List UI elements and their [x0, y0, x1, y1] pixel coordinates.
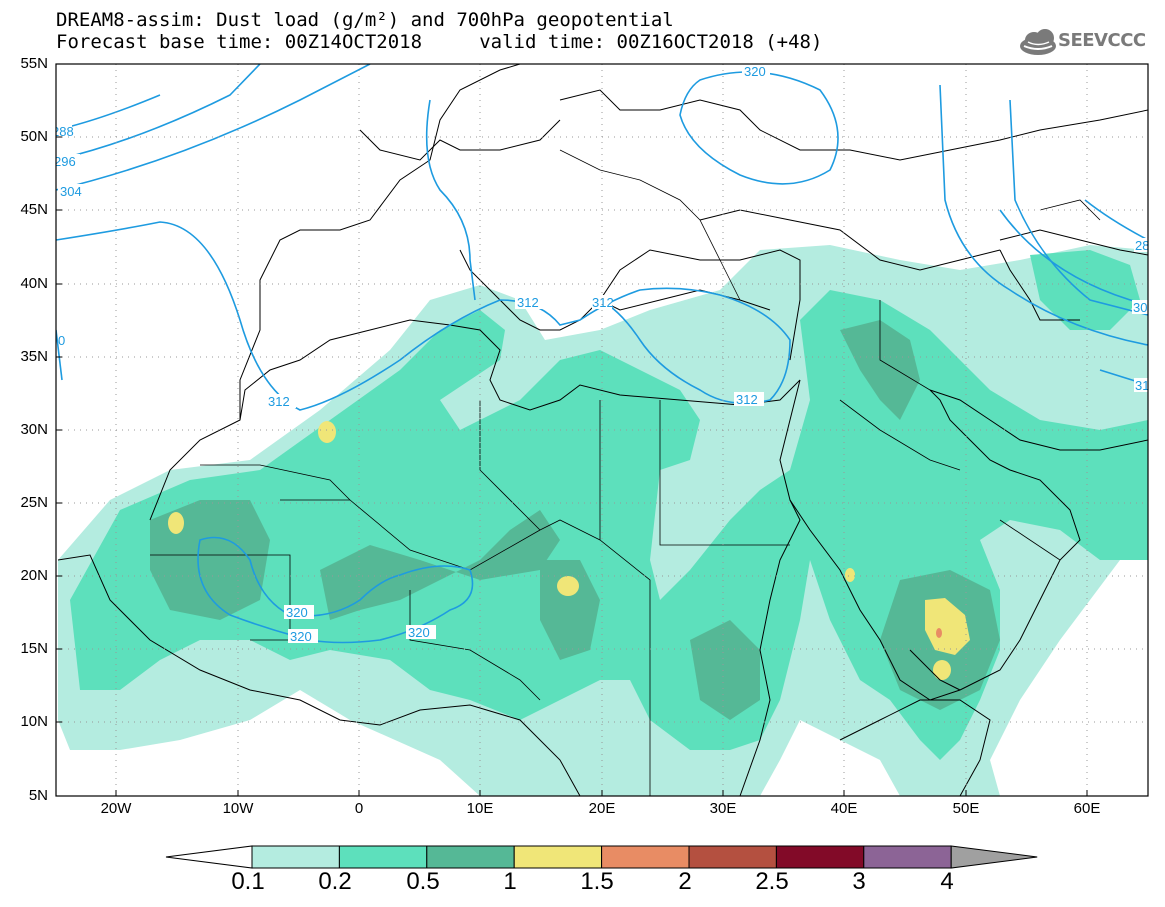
forecast-time-line: Forecast base time: 00Z14OCT2018 valid t… [56, 31, 823, 53]
lat-tick-label: 55N [20, 55, 48, 72]
lon-tick-label: 50E [952, 800, 980, 817]
lat-tick-label: 45N [20, 201, 48, 218]
axis-ticks [56, 63, 1088, 797]
map-title: DREAM8-assim: Dust load (g/m²) and 700hP… [56, 9, 674, 31]
cloud-icon [1020, 29, 1056, 55]
contour-label: 30 [1133, 300, 1147, 315]
contour-label: 288 [52, 124, 74, 139]
contour-label: 312 [268, 394, 290, 409]
graticule [56, 64, 1148, 796]
lon-tick-label: 20E [588, 800, 616, 817]
contour-labels: 288 296 304 312 312 312 312 320 320 320 … [52, 64, 1149, 644]
colorbar-label: 4 [940, 868, 954, 895]
contour-label: 31 [1135, 378, 1149, 393]
contour-label: 28 [1135, 238, 1149, 253]
contour-label: 0 [58, 333, 65, 348]
logo-text: SEEVCCC [1058, 30, 1146, 51]
colorbar-label: 0.2 [318, 868, 352, 895]
lon-tick-label: 10W [222, 800, 254, 817]
lat-tick-label: 30N [20, 421, 48, 438]
dust-hotspot [925, 598, 970, 655]
contour-label: 312 [592, 295, 614, 310]
contour-label: 320 [744, 64, 766, 79]
contour-label: 320 [290, 629, 312, 644]
lat-tick-label: 40N [20, 275, 48, 292]
lat-tick-label: 5N [28, 787, 48, 804]
dust-hotspot [557, 576, 579, 596]
lon-tick-label: 40E [830, 800, 858, 817]
lon-tick-label: 30E [709, 800, 737, 817]
dust-area-dark [540, 560, 600, 660]
lat-tick-label: 50N [20, 128, 48, 145]
lon-tick-label: 10E [466, 800, 494, 817]
dust-area-dark [690, 620, 760, 720]
contour-label: 296 [54, 154, 76, 169]
geopotential-contours [56, 64, 1148, 644]
colorbar-label: 2.5 [755, 868, 789, 895]
dust-area-dark [150, 500, 270, 620]
lon-tick-label: 0 [354, 800, 364, 817]
dust-area-dark [320, 510, 560, 620]
dust-hotspot [933, 660, 951, 680]
lat-tick-label: 35N [20, 348, 48, 365]
country-borders [150, 149, 1101, 796]
colorbar-label: 3 [852, 868, 866, 895]
lat-tick-label: 25N [20, 494, 48, 511]
colorbar-label: 0.5 [406, 868, 440, 895]
dust-area-dark [840, 320, 920, 420]
contour-label: 320 [286, 605, 308, 620]
colorbar-label: 1.5 [580, 868, 614, 895]
dust-hotspot [845, 568, 855, 582]
lat-tick-label: 15N [20, 640, 48, 657]
dust-hotspot [318, 421, 336, 443]
coastlines [57, 64, 1148, 796]
dust-hotspot-high [936, 628, 942, 638]
dust-hotspot [168, 512, 184, 534]
colorbar-label: 2 [678, 868, 692, 895]
lat-tick-label: 10N [20, 713, 48, 730]
colorbar-label: 1 [503, 868, 517, 895]
lat-tick-label: 20N [20, 567, 48, 584]
contour-label: 312 [517, 295, 539, 310]
contour-label: 320 [408, 625, 430, 640]
colorbar-label: 0.1 [231, 868, 265, 895]
contour-label: 312 [736, 392, 758, 407]
seevccc-logo [1020, 29, 1056, 55]
lon-tick-label: 60E [1073, 800, 1101, 817]
contour-label: 304 [60, 184, 82, 199]
lon-tick-label: 20W [100, 800, 132, 817]
